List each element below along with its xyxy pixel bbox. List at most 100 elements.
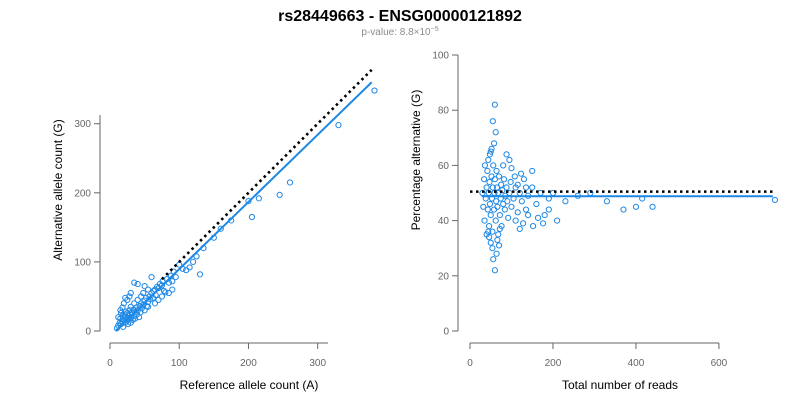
data-point <box>217 225 224 232</box>
x-ticks: 0 200 400 600 <box>467 343 728 369</box>
data-point <box>486 151 494 158</box>
data-point <box>771 196 779 203</box>
data-point <box>514 181 521 188</box>
data-point <box>158 293 166 300</box>
x-tick-label: 0 <box>107 358 113 369</box>
data-point <box>649 203 656 210</box>
data-point <box>514 209 521 216</box>
data-point <box>491 176 498 183</box>
chart-subtitle: p-value: 8.8×10−5 <box>361 26 438 38</box>
x-axis-label: Reference allele count (A) <box>180 378 319 392</box>
data-point <box>501 206 508 213</box>
data-point <box>155 296 162 304</box>
data-point <box>487 211 494 219</box>
data-point <box>490 140 498 147</box>
data-point <box>115 314 122 321</box>
y-tick-label: 20 <box>438 271 450 282</box>
data-point <box>485 223 493 230</box>
data-point <box>140 289 147 297</box>
data-point <box>503 184 510 191</box>
x-tick-label: 0 <box>467 358 473 369</box>
data-point <box>500 176 508 183</box>
data-point <box>529 223 537 230</box>
data-point <box>524 211 532 219</box>
data-point <box>496 211 503 219</box>
data-point <box>500 200 507 208</box>
data-point <box>562 198 569 205</box>
x-tick-label: 600 <box>711 358 728 369</box>
data-point <box>248 213 256 221</box>
chart-title: rs28449663 - ENSG00000121892 <box>278 8 522 25</box>
data-point <box>490 256 497 263</box>
data-point <box>131 279 138 286</box>
x-tick-label: 400 <box>628 358 645 369</box>
data-point <box>492 129 499 136</box>
data-point <box>196 271 204 278</box>
data-point <box>508 165 515 172</box>
y-tick-label: 0 <box>85 327 91 338</box>
data-point <box>189 258 197 266</box>
data-point <box>481 217 488 224</box>
data-point <box>490 162 497 169</box>
y-tick-label: 100 <box>432 51 449 62</box>
data-point <box>503 151 510 158</box>
panel-percentage-alternative: 0 20 40 60 80 100 0 200 400 600 Total number of … <box>409 51 779 392</box>
data-point <box>286 179 294 186</box>
data-point <box>486 178 493 186</box>
x-tick-label: 200 <box>545 358 562 369</box>
data-point <box>134 280 141 288</box>
data-point <box>529 167 536 175</box>
data-point <box>371 87 378 94</box>
data-point <box>487 239 494 246</box>
data-point <box>522 184 530 191</box>
data-point <box>255 195 262 202</box>
data-point <box>529 184 536 191</box>
data-point <box>134 296 141 304</box>
data-point <box>484 167 491 175</box>
data-point <box>518 198 525 205</box>
data-point <box>490 206 498 213</box>
data-point <box>481 176 488 183</box>
data-point <box>481 162 489 169</box>
y-tick-label: 80 <box>438 106 450 117</box>
data-point <box>492 217 499 224</box>
data-point <box>141 282 148 290</box>
data-point <box>491 267 498 274</box>
data-point <box>127 289 134 297</box>
data-point <box>495 231 502 238</box>
data-point <box>485 156 492 163</box>
data-point <box>512 217 519 224</box>
data-point <box>620 206 627 213</box>
data-point <box>151 300 159 307</box>
data-point <box>117 309 125 317</box>
data-point <box>144 286 152 293</box>
data-point <box>491 101 498 108</box>
data-point <box>516 225 523 232</box>
y-tick-label: 0 <box>443 327 449 338</box>
data-point <box>520 220 527 227</box>
data-point <box>603 198 611 205</box>
data-points <box>113 87 378 332</box>
data-point <box>120 300 127 307</box>
data-point <box>480 203 487 210</box>
data-point <box>504 198 511 205</box>
data-point <box>169 286 176 293</box>
data-point <box>493 250 500 257</box>
data-point <box>493 184 501 191</box>
x-tick-label: 200 <box>240 358 257 369</box>
data-point <box>632 203 640 210</box>
p-value-prefix: p-value: 8.8 <box>361 27 414 38</box>
p-value-exponent: −5 <box>431 26 439 33</box>
data-point <box>500 162 507 169</box>
fit-line <box>114 81 373 332</box>
data-point <box>511 173 518 180</box>
data-point <box>496 225 503 232</box>
data-point <box>158 282 166 289</box>
data-point <box>186 264 193 271</box>
y-tick-label: 300 <box>74 119 91 130</box>
x-tick-label: 300 <box>309 358 326 369</box>
data-point <box>505 214 512 221</box>
data-point <box>539 220 547 227</box>
data-point <box>489 184 496 191</box>
